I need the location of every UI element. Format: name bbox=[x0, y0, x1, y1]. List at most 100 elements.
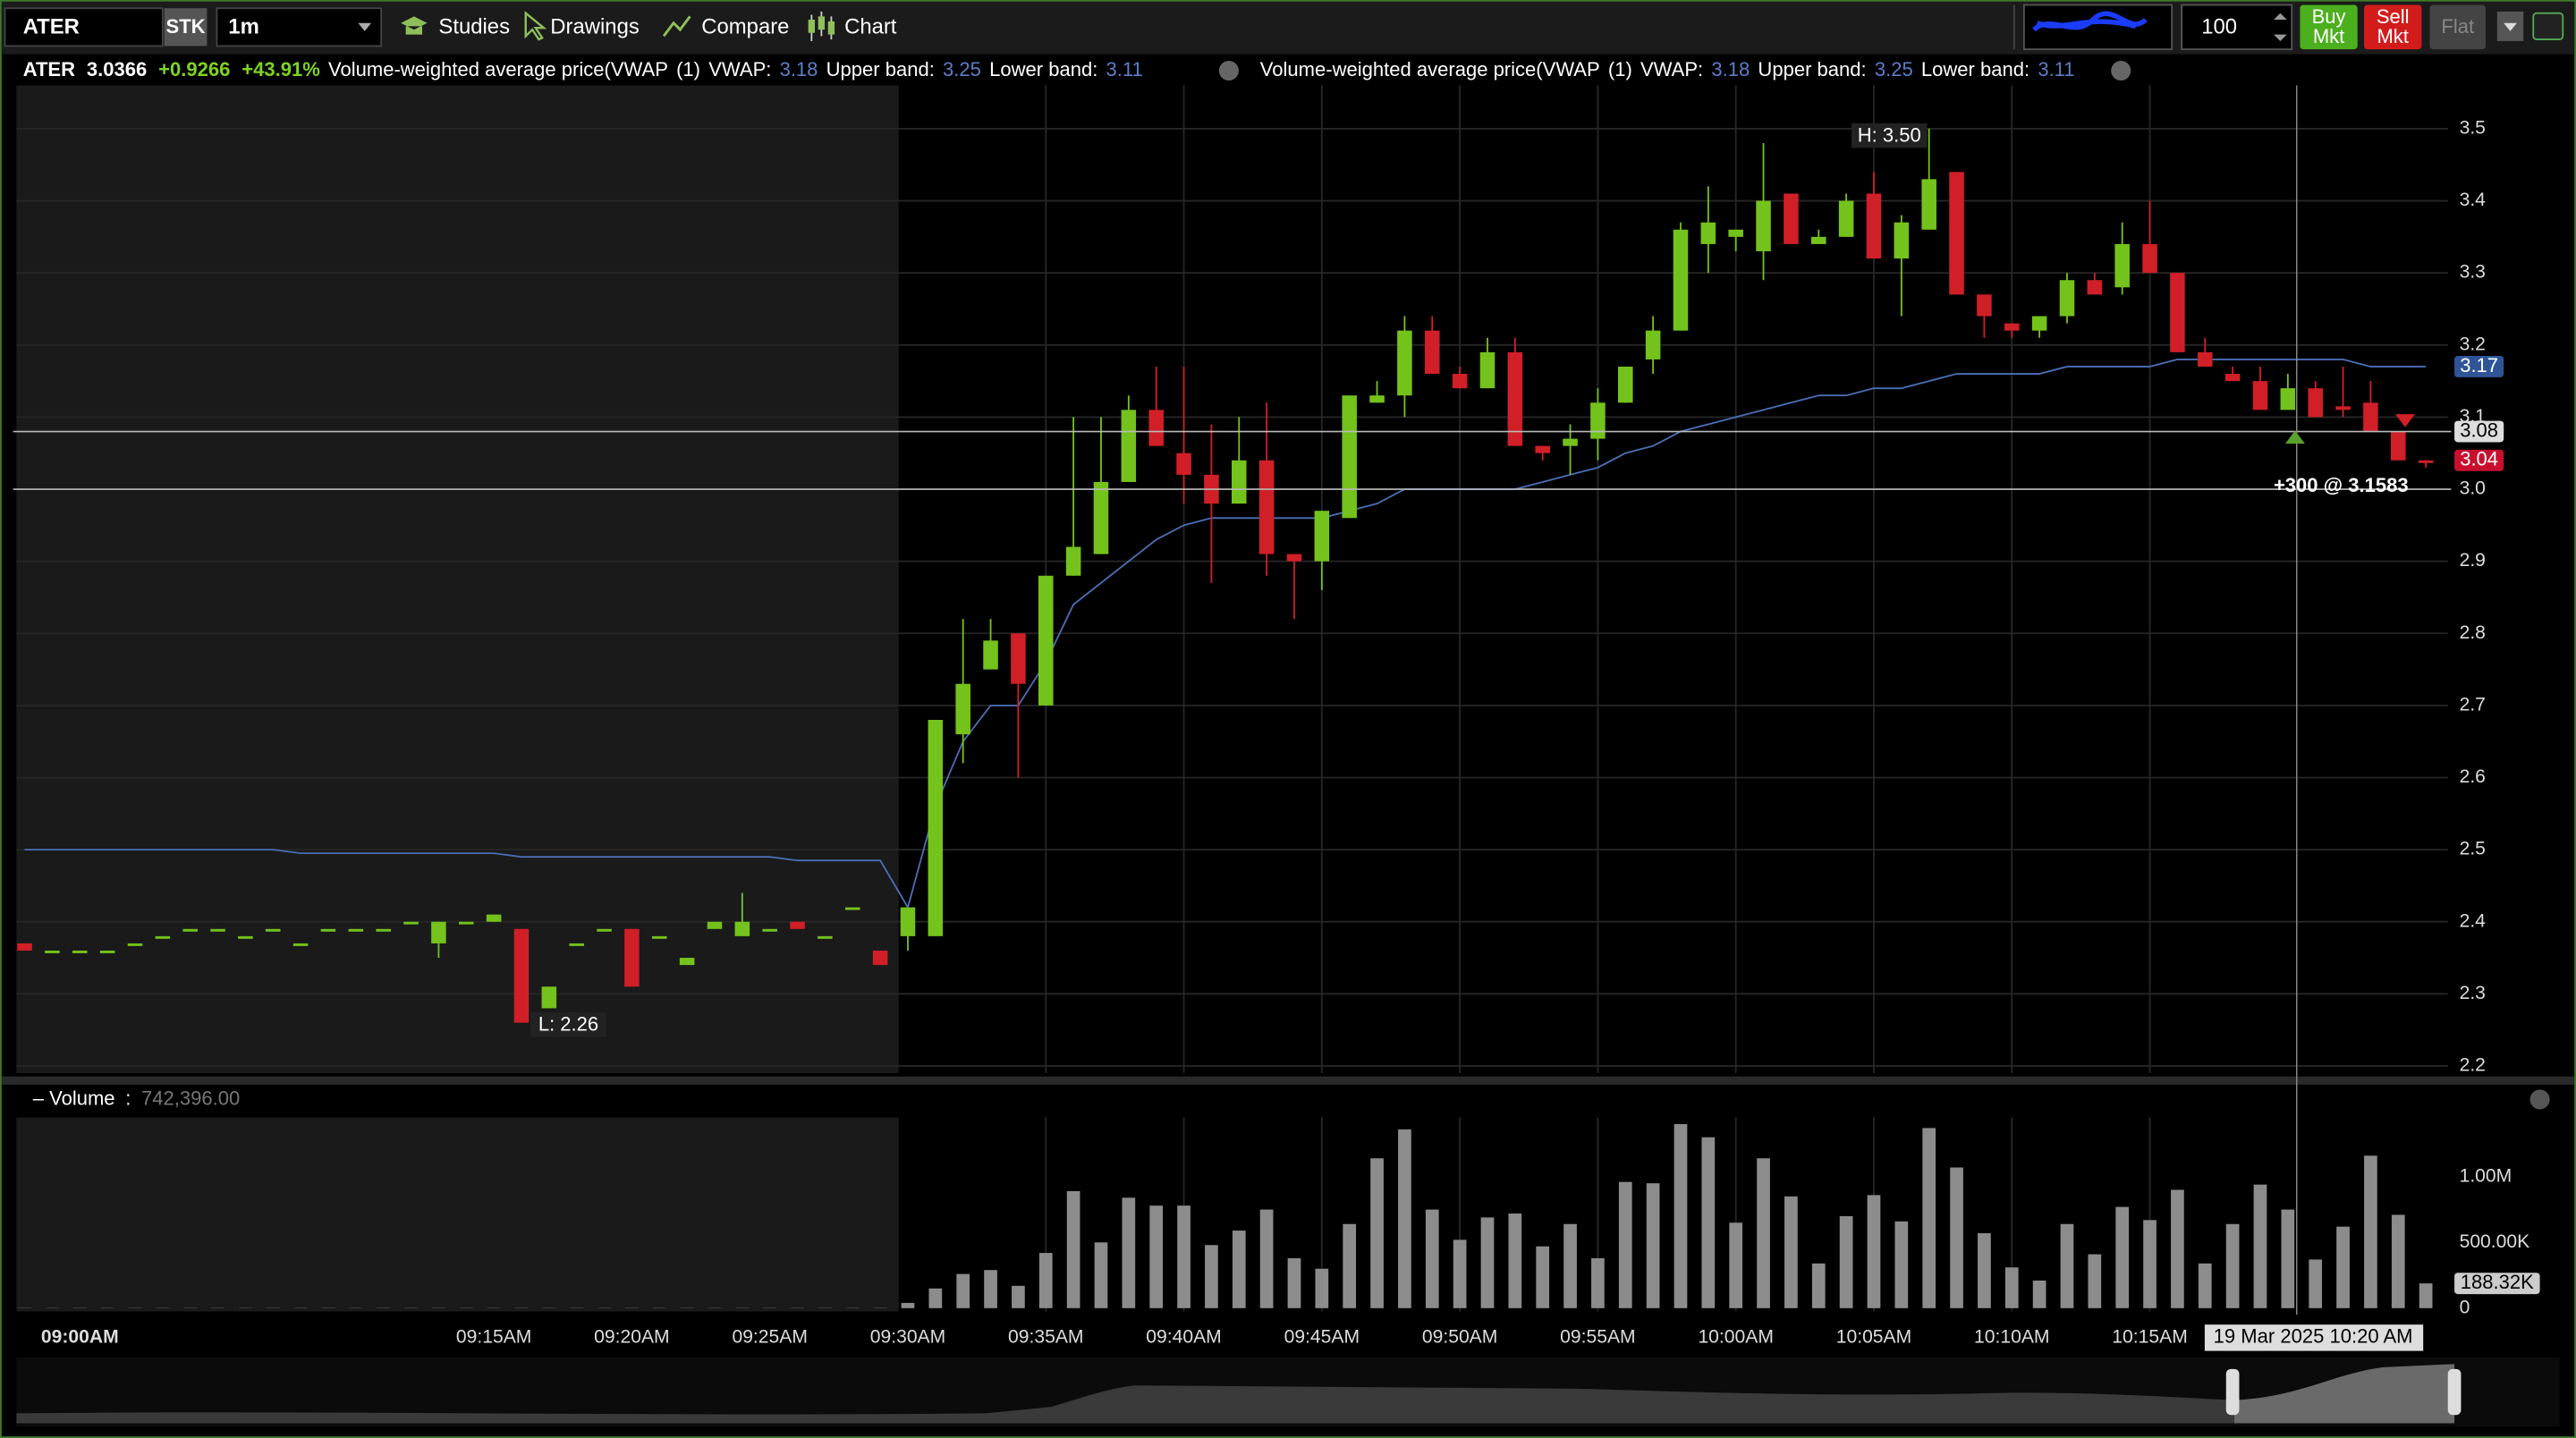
candle-body bbox=[597, 928, 612, 932]
x-tick-label: 09:40AM bbox=[1146, 1326, 1221, 1347]
volume-bar bbox=[818, 1307, 832, 1308]
trade-label: +300 @ 3.1583 bbox=[2274, 474, 2409, 496]
y-tick-label: 2.6 bbox=[2460, 766, 2486, 787]
sell-button[interactable] bbox=[2364, 4, 2422, 50]
volume-bar bbox=[266, 1307, 280, 1308]
more-arrow bbox=[2504, 22, 2517, 31]
study-lower: 3.11 bbox=[1106, 58, 1143, 80]
candle-body bbox=[900, 907, 916, 936]
y-tick-label: 3.4 bbox=[2460, 190, 2487, 210]
volume-bar bbox=[183, 1307, 198, 1308]
candle-body bbox=[182, 928, 198, 932]
candle-body bbox=[2087, 280, 2103, 295]
x-tick-label: 09:45AM bbox=[1284, 1326, 1360, 1347]
candle-body bbox=[928, 719, 944, 936]
volume-bar bbox=[873, 1307, 887, 1308]
studies-button[interactable]: Studies bbox=[438, 15, 510, 39]
candle-body bbox=[1258, 460, 1275, 554]
volume-bar bbox=[1066, 1190, 1080, 1308]
volume-bar bbox=[459, 1307, 473, 1308]
price-tag-label: 3.17 bbox=[2460, 354, 2498, 376]
study-upper-label: Upper band: bbox=[826, 58, 935, 80]
interval-select[interactable] bbox=[216, 7, 383, 47]
sell-line-1: Sell bbox=[2377, 5, 2410, 28]
candle-body bbox=[376, 928, 391, 932]
volume-bar bbox=[1094, 1242, 1108, 1308]
volume-bar bbox=[1784, 1196, 1798, 1308]
volume-bar bbox=[2060, 1223, 2074, 1308]
candle-body bbox=[513, 928, 530, 1023]
candle-body bbox=[2142, 243, 2157, 274]
volume-bar bbox=[211, 1307, 225, 1308]
candle-body bbox=[2198, 351, 2213, 367]
legend-row-2: Volume-weighted average price(VWAP (1) VWA… bbox=[1260, 58, 2075, 80]
volume-bar bbox=[2364, 1155, 2377, 1308]
candle-body bbox=[45, 950, 60, 953]
volume-bar bbox=[487, 1307, 501, 1308]
volume-bar bbox=[1894, 1221, 1909, 1308]
study-upper: 3.25 bbox=[943, 58, 981, 80]
chart-button[interactable]: Chart bbox=[844, 15, 897, 39]
flat-button[interactable] bbox=[2429, 4, 2486, 50]
volume-bar bbox=[404, 1307, 418, 1308]
symbol-input[interactable] bbox=[4, 7, 164, 47]
candle-body bbox=[541, 986, 557, 1009]
spinner bbox=[2274, 13, 2287, 41]
quantity: 100 bbox=[2201, 15, 2237, 39]
candle-body bbox=[127, 943, 143, 946]
candle-body bbox=[652, 935, 667, 939]
candle-body bbox=[569, 943, 584, 946]
candle-body bbox=[1700, 222, 1716, 244]
candle-body bbox=[818, 935, 833, 939]
compare-button[interactable]: Compare bbox=[701, 15, 789, 39]
candle-body bbox=[17, 943, 32, 951]
close-volume[interactable] bbox=[2529, 1089, 2550, 1110]
volume-bar bbox=[791, 1307, 804, 1308]
x-tick-label: 09:55AM bbox=[1560, 1326, 1635, 1347]
volume-bar bbox=[542, 1307, 556, 1308]
buy-button[interactable] bbox=[2300, 4, 2358, 50]
volume-bar bbox=[1232, 1231, 1246, 1308]
y-tick-label: 2.9 bbox=[2460, 550, 2486, 571]
volume-bar bbox=[2088, 1254, 2102, 1308]
candle-body bbox=[2280, 388, 2296, 410]
volume-bar bbox=[1315, 1268, 1329, 1308]
candle-body bbox=[2363, 402, 2378, 432]
volume-bar bbox=[514, 1307, 529, 1308]
candle-body bbox=[99, 950, 115, 953]
candle-body bbox=[2391, 431, 2406, 461]
remove-study[interactable] bbox=[1218, 60, 1239, 81]
candle-body bbox=[1065, 546, 1081, 576]
candle-body bbox=[845, 907, 860, 910]
x-tick-label: 09:30AM bbox=[870, 1326, 945, 1347]
legend-last: 3.0366 bbox=[87, 58, 147, 80]
volume-bar bbox=[2419, 1283, 2433, 1308]
y-tick-label: 2.2 bbox=[2460, 1055, 2486, 1076]
volume-bar bbox=[2115, 1206, 2130, 1308]
candle-body bbox=[624, 928, 640, 987]
low-label: L: 2.26 bbox=[538, 1013, 598, 1036]
study-vwap-label: VWAP: bbox=[708, 58, 771, 80]
candle-body bbox=[983, 640, 998, 670]
high-label-box bbox=[1852, 123, 1928, 148]
link-button[interactable] bbox=[2532, 12, 2564, 41]
navigator-handle[interactable] bbox=[2225, 1368, 2240, 1416]
candle-body bbox=[1452, 374, 1468, 389]
volume-bar bbox=[321, 1307, 335, 1308]
volume-bar bbox=[46, 1307, 59, 1308]
price-tag bbox=[2454, 449, 2504, 471]
symbol: ATER bbox=[23, 15, 80, 39]
volume-bar bbox=[1038, 1253, 1053, 1308]
remove-study[interactable] bbox=[2111, 60, 2131, 81]
volume-bar bbox=[708, 1307, 722, 1308]
x-tick-label: 09:25AM bbox=[732, 1326, 807, 1347]
quantity-input[interactable] bbox=[2181, 4, 2293, 51]
navigator-handle[interactable] bbox=[2447, 1368, 2462, 1416]
sec-type[interactable] bbox=[164, 8, 208, 47]
candle-body bbox=[2418, 460, 2434, 463]
volume-bar bbox=[2198, 1263, 2212, 1308]
drawings-button[interactable]: Drawings bbox=[550, 15, 640, 39]
volume-bar bbox=[1618, 1181, 1632, 1308]
candle-body bbox=[1866, 193, 1882, 259]
